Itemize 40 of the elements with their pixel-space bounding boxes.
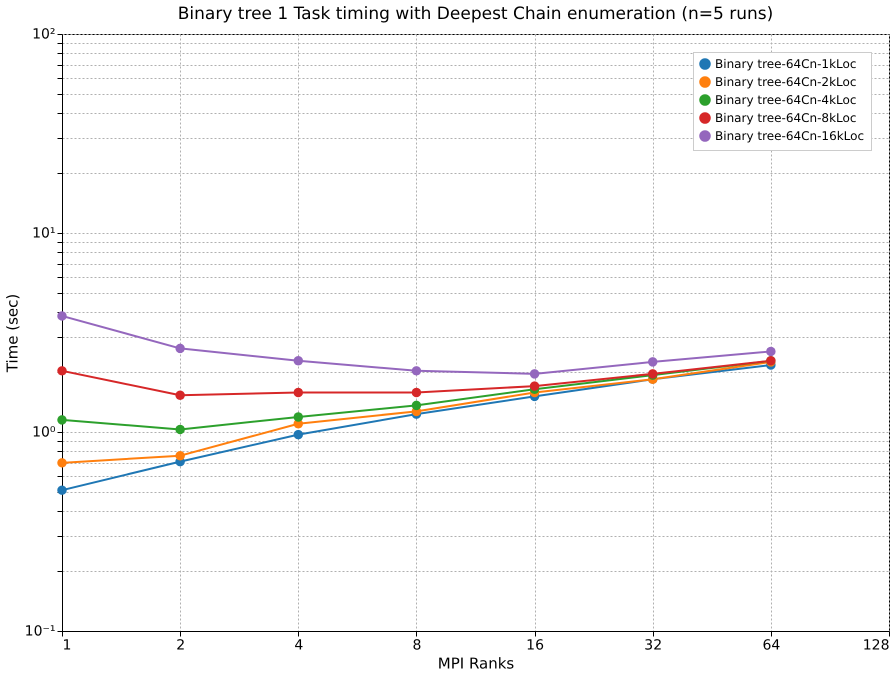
point: [294, 356, 304, 366]
y-tick-label: 10⁻¹: [24, 624, 56, 640]
point: [766, 346, 776, 356]
point: [530, 381, 540, 391]
point: [175, 450, 185, 460]
y-tick-label: 10¹: [32, 226, 56, 242]
legend-label: Binary tree-64Cn-2kLoc: [715, 75, 856, 89]
point: [57, 311, 67, 321]
x-tick-label: 4: [294, 638, 304, 654]
point: [57, 366, 67, 376]
legend-label: Binary tree-64Cn-4kLoc: [715, 93, 856, 107]
point: [648, 357, 658, 367]
point: [412, 388, 422, 398]
point: [294, 412, 304, 422]
legend-label: Binary tree-64Cn-1kLoc: [715, 57, 856, 71]
point: [530, 369, 540, 379]
x-tick-label: 8: [412, 638, 422, 654]
y-axis-title: Time (sec): [4, 294, 22, 374]
point: [412, 400, 422, 410]
point: [175, 424, 185, 434]
y-tick-label: 10⁰: [32, 424, 56, 440]
legend-label: Binary tree-64Cn-8kLoc: [715, 111, 856, 125]
point: [412, 366, 422, 376]
point: [57, 485, 67, 495]
x-tick-label: 128: [862, 638, 890, 654]
point: [294, 388, 304, 398]
point: [294, 430, 304, 440]
y-tick-label: 10²: [32, 26, 56, 42]
chart-title: Binary tree 1 Task timing with Deepest Chain enumeration (n=5 runs): [178, 4, 774, 24]
point: [175, 390, 185, 400]
x-tick-label: 32: [644, 638, 662, 654]
x-tick-label: 16: [526, 638, 544, 654]
x-tick-label: 64: [762, 638, 780, 654]
point: [175, 344, 185, 354]
point: [57, 458, 67, 468]
legend-label: Binary tree-64Cn-16kLoc: [715, 129, 864, 143]
x-tick-label: 1: [62, 638, 72, 654]
point: [57, 415, 67, 425]
x-tick-label: 2: [176, 638, 186, 654]
x-axis-title: MPI Ranks: [438, 654, 514, 672]
